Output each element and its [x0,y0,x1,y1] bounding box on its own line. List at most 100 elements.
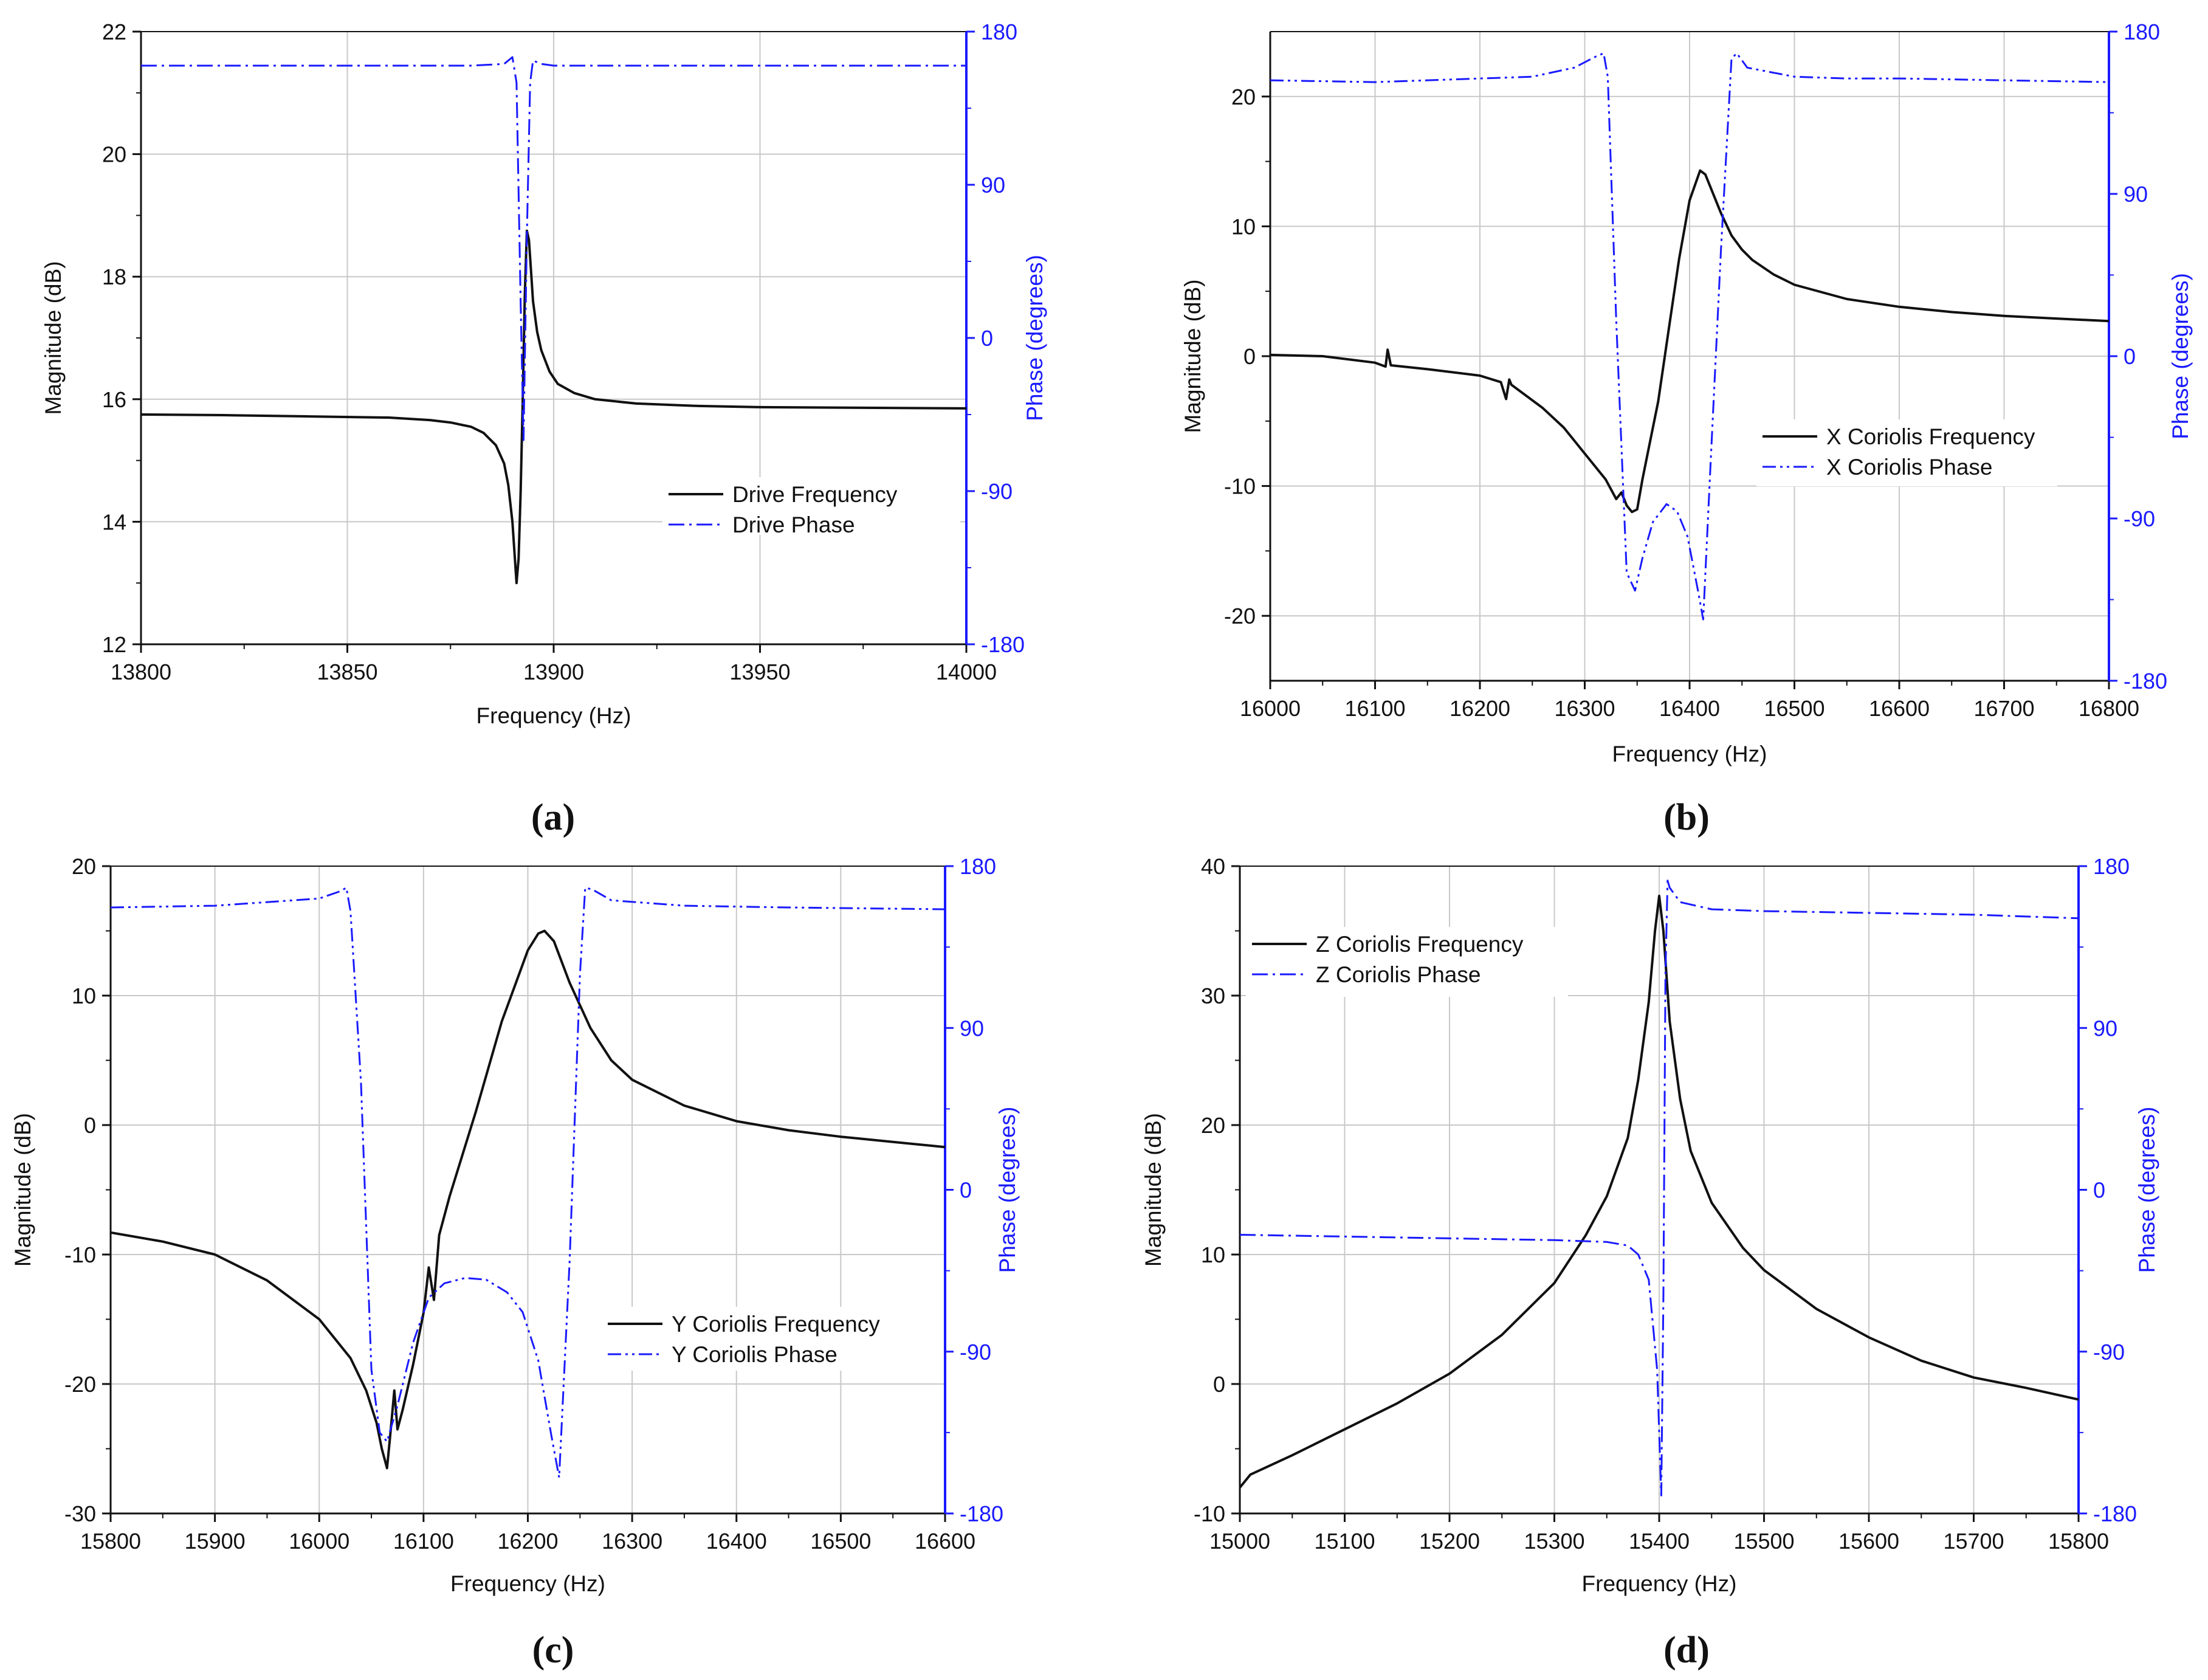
series-line-phase [141,56,966,441]
y2-tick-label: -180 [2093,1501,2137,1526]
y-tick-label: 16 [102,387,126,412]
y2-tick-label: 0 [2124,344,2136,369]
series-line-phase [1270,52,2110,621]
panel-caption: (a) [531,797,575,838]
y-tick-label: 0 [1213,1372,1225,1397]
y-tick-label: -20 [1224,604,1256,628]
y2-tick-label: 180 [2124,19,2160,44]
y-tick-label: -10 [1194,1501,1225,1526]
y2-tick-label: -90 [2124,506,2155,531]
y-tick-label: 0 [1243,344,1256,369]
y-tick-label: 10 [1201,1242,1225,1267]
y2-tick-label: -90 [981,479,1013,504]
legend-label: Drive Frequency [732,482,898,507]
series-line-magnitude [1270,169,2110,514]
y2-axis-title: Phase (degrees) [2134,1107,2159,1273]
x-tick-label: 15000 [1209,1529,1270,1554]
x-axis-title: Frequency (Hz) [1582,1571,1737,1596]
panel-caption: (b) [1663,797,1710,838]
y2-tick-label: -180 [981,632,1025,657]
y2-tick-label: -180 [960,1501,1003,1526]
series-line-phase [110,887,946,1479]
y-axis-title: Magnitude (dB) [1180,280,1205,433]
y2-tick-label: -90 [2093,1340,2125,1365]
x-tick-label: 16300 [602,1529,662,1554]
y-tick-label: 20 [72,854,96,879]
legend-label: Drive Phase [732,512,855,537]
y-tick-label: -10 [64,1242,96,1267]
x-tick-label: 16800 [2079,696,2139,721]
y-tick-label: 20 [102,142,126,167]
chart-panel-d: 15000 15100 15200 15300 15400 15500 15600 15700… [1141,854,2159,1671]
y-tick-label: 30 [1201,983,1225,1008]
y2-tick-label: 0 [981,326,993,351]
y-tick-label: 18 [102,264,126,289]
y-axis-title: Magnitude (dB) [41,261,66,415]
legend-label: X Coriolis Phase [1826,455,1993,480]
y-tick-label: -30 [64,1501,96,1526]
chart-panel-a: 13800 13850 13900 13950 14000 12 14 16 18 20 22 -18… [41,19,1047,838]
y-tick-label: 22 [102,19,126,44]
x-tick-label: 16400 [1659,696,1720,721]
legend-box [1756,419,2057,486]
legend-box [1246,927,1568,997]
x-tick-label: 16300 [1554,696,1615,721]
series-line-magnitude [140,229,967,585]
x-axis-title: Frequency (Hz) [450,1571,605,1596]
x-tick-label: 15900 [185,1529,246,1554]
series-line-phase [1239,880,2079,1496]
y-axis-title: Magnitude (dB) [1141,1113,1166,1267]
y2-tick-label: -90 [960,1340,991,1365]
x-tick-label: 15400 [1629,1529,1690,1554]
panel-caption: (d) [1663,1630,1710,1671]
y-tick-label: 12 [102,632,126,657]
x-tick-label: 16000 [289,1529,349,1554]
x-tick-label: 16200 [497,1529,558,1554]
x-tick-label: 16200 [1450,696,1510,721]
legend-label: Y Coriolis Frequency [672,1312,880,1337]
x-tick-label: 16600 [915,1529,975,1554]
legend-label: X Coriolis Frequency [1826,424,2035,449]
y-axis-title: Magnitude (dB) [10,1113,35,1267]
x-axis-title: Frequency (Hz) [476,703,631,728]
legend-label: Z Coriolis Frequency [1316,932,1524,957]
x-tick-label: 16700 [1973,696,2034,721]
x-tick-label: 16500 [810,1529,871,1554]
y-tick-label: 0 [84,1113,96,1138]
x-tick-label: 13900 [523,659,584,684]
x-tick-label: 16000 [1240,696,1301,721]
y2-tick-label: 180 [960,854,996,879]
x-tick-label: 16500 [1764,696,1825,721]
x-tick-label: 15800 [80,1529,141,1554]
y-tick-label: 10 [72,983,96,1008]
series-line-magnitude [110,929,946,1470]
y-tick-label: 10 [1231,214,1256,239]
panel-caption: (c) [532,1630,574,1671]
y2-axis-title: Phase (degrees) [2168,273,2193,439]
y-tick-label: 14 [102,509,126,534]
legend-label: Y Coriolis Phase [672,1342,837,1367]
y2-tick-label: 0 [960,1178,972,1203]
x-tick-label: 15500 [1733,1529,1794,1554]
y-tick-label: -20 [64,1372,96,1397]
x-tick-label: 13800 [111,659,171,684]
x-tick-label: 15600 [1838,1529,1899,1554]
y2-axis-title: Phase (degrees) [995,1107,1020,1273]
x-tick-label: 14000 [936,659,997,684]
legend-label: Z Coriolis Phase [1316,962,1481,987]
chart-panel-c: 15800 15900 16000 16100 16200 16300 16400 16500… [10,854,1020,1671]
y-tick-label: 20 [1201,1113,1225,1138]
x-tick-label: 15300 [1524,1529,1584,1554]
x-tick-label: 15100 [1314,1529,1375,1554]
series-line-magnitude [1239,895,2079,1489]
x-tick-label: 15200 [1419,1529,1480,1554]
y2-tick-label: 180 [981,19,1017,44]
y2-tick-label: 0 [2093,1178,2105,1203]
x-tick-label: 13950 [729,659,790,684]
y-tick-label: -10 [1224,474,1256,499]
y2-axis-title: Phase (degrees) [1022,255,1047,421]
y2-tick-label: -180 [2124,669,2167,694]
legend-box [602,1307,942,1371]
y-tick-label: 40 [1201,854,1225,879]
